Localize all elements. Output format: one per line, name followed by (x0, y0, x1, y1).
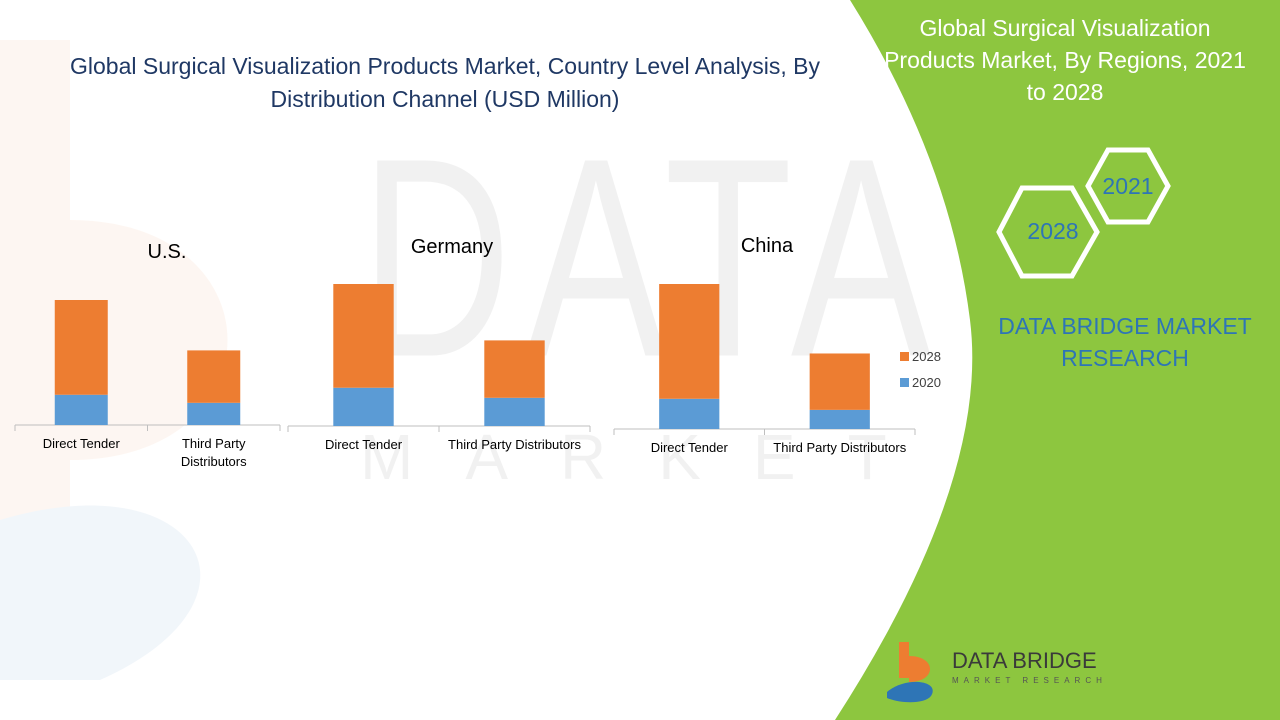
category-label: Third Party Distributors (448, 437, 581, 452)
chart-1: Germany Direct Tender Third Party Distribu… (287, 236, 591, 452)
category-label: Direct Tender (43, 436, 121, 451)
category-label: Direct Tender (325, 437, 403, 452)
bar-2020-third-party-distributors (484, 397, 545, 426)
bar-2020-direct-tender (659, 398, 720, 429)
logo-name: DATA BRIDGE (952, 648, 1097, 673)
category-label: Third Party Distributors (773, 440, 906, 455)
hexagon-2021-label: 2021 (1102, 173, 1154, 199)
chart-0: U.S. Direct Tender Third Party Distributors (14, 241, 281, 469)
bar-2028-third-party-distributors (484, 340, 545, 398)
chart-title: U.S. (148, 241, 187, 263)
chart-title: Germany (411, 236, 493, 258)
page-title: Global Surgical Visualization Products M… (70, 53, 820, 112)
category-label: Direct Tender (651, 440, 729, 455)
hexagon-2028-label: 2028 (1027, 218, 1079, 244)
chart-title: China (741, 235, 794, 257)
bar-2028-third-party-distributors (809, 353, 870, 410)
bar-2020-third-party-distributors (809, 409, 870, 429)
bar-2028-direct-tender (333, 284, 394, 388)
legend-swatch-2020 (900, 378, 909, 387)
hexagon-badges (996, 147, 1171, 279)
legend-label-2028: 2028 (912, 349, 941, 364)
brand-text: DATA BRIDGE MARKET RESEARCH (998, 313, 1252, 371)
bar-2028-direct-tender (659, 284, 720, 399)
legend-label-2020: 2020 (912, 375, 941, 390)
panel-title: Global Surgical Visualization Products M… (884, 15, 1246, 105)
legend-swatch-2028 (900, 352, 909, 361)
bar-2028-third-party-distributors (187, 350, 241, 403)
chart-2: China Direct Tender Third Party Distributo… (613, 235, 941, 455)
category-label: Third Party Distributors (181, 436, 247, 469)
bar-2020-third-party-distributors (187, 402, 241, 425)
logo-tagline: MARKET RESEARCH (952, 676, 1107, 685)
hexagon-2021-icon (1085, 147, 1171, 225)
data-bridge-logo-icon (887, 642, 933, 703)
bar-2028-direct-tender (54, 300, 108, 395)
bar-2020-direct-tender (54, 394, 108, 425)
bar-2020-direct-tender (333, 387, 394, 426)
hexagon-2028-icon (996, 185, 1100, 279)
